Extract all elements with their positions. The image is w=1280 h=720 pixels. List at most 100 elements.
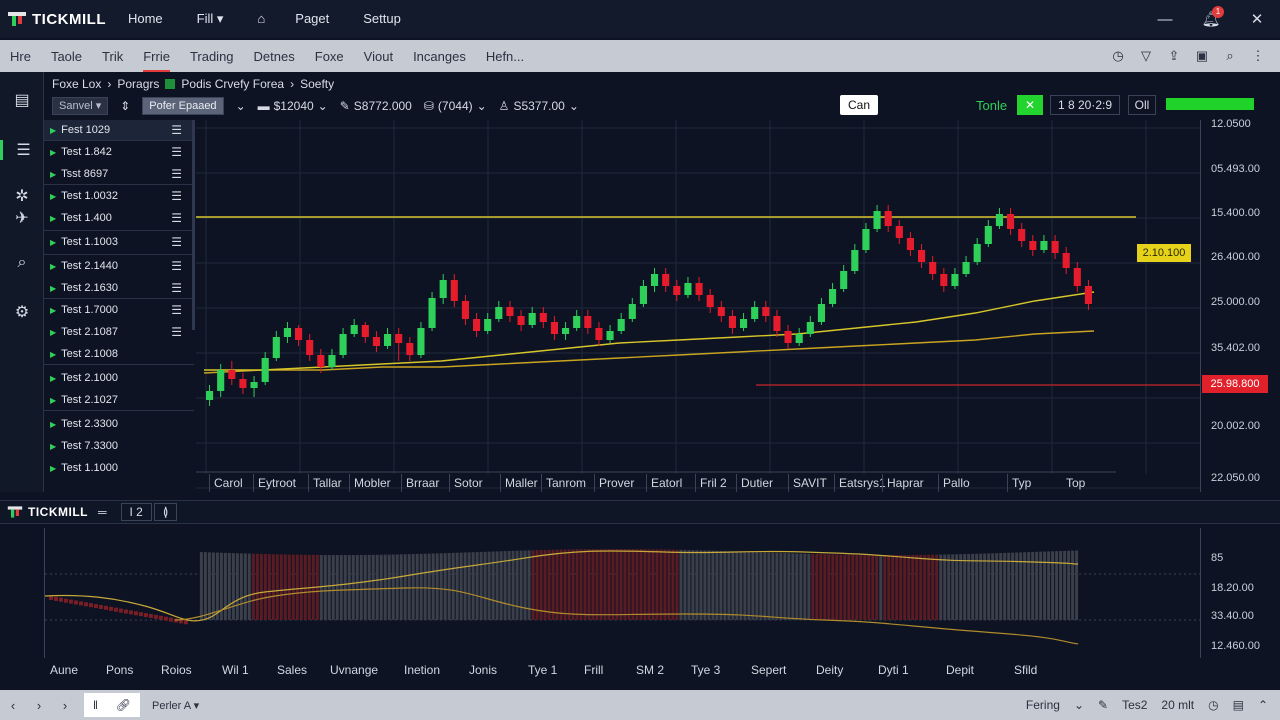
sort-icon[interactable]: ⇕ (120, 99, 131, 113)
drag-handle-icon[interactable]: ☰ (171, 235, 182, 249)
doc-icon[interactable]: ▤ (1232, 698, 1244, 712)
expand-icon[interactable]: ▶ (50, 373, 57, 383)
tone-sub-button[interactable]: Oll (1128, 95, 1156, 115)
drag-handle-icon[interactable]: ☰ (171, 167, 182, 181)
tool-toggle[interactable]: ‖ 🔗︎ (84, 693, 140, 717)
filter-icon[interactable]: ▽ (1141, 48, 1151, 63)
watchlist-item[interactable]: ▶ Test 1.400 ☰ (44, 208, 194, 228)
chevron-down-icon[interactable]: ⌄ (317, 99, 328, 113)
watchlist-item[interactable]: ▶ Test 2.1087 ☰ (44, 322, 194, 342)
minimize-icon[interactable]: — (1157, 10, 1173, 28)
link-icon[interactable]: 🔗︎ (115, 698, 132, 712)
watchlist-item[interactable]: ▶ Test 1.1000 (44, 458, 194, 478)
menu-viout[interactable]: Viout (363, 48, 394, 64)
nav-paget[interactable]: Paget (295, 11, 330, 26)
menu-trik[interactable]: Trik (102, 48, 124, 64)
more-icon[interactable]: ⋮ (1251, 48, 1265, 63)
watchlist-item[interactable]: ▶ Test 2.1440 ☰ (44, 256, 194, 276)
back-icon[interactable]: ‹ (10, 697, 16, 713)
gear-icon[interactable]: ⚙ (14, 304, 30, 321)
watchlist-item[interactable]: ▶ Test 2.3300 (44, 414, 194, 434)
drag-handle-icon[interactable]: ☰ (171, 281, 182, 295)
upload-icon[interactable]: ⇪ (1168, 48, 1180, 63)
menu-foxe[interactable]: Foxe (314, 48, 344, 64)
menu-detnes[interactable]: Detnes (253, 48, 295, 64)
select-pofer[interactable]: Pofer Epaaed (142, 97, 224, 115)
expand-icon[interactable]: ▶ (50, 327, 57, 337)
watchlist-item[interactable]: ▶ Test 1.1003 ☰ (44, 232, 194, 252)
menu-incanges[interactable]: Incanges (413, 48, 466, 64)
menu-trading[interactable]: Trading (189, 48, 234, 64)
expand-icon[interactable]: ▶ (50, 463, 57, 473)
nav-fill[interactable]: Fill ▾ (196, 11, 224, 26)
menu-help[interactable]: Hefn... (485, 48, 525, 64)
drag-handle-icon[interactable]: ☰ (171, 259, 182, 273)
status-fering[interactable]: Fering (1025, 698, 1060, 712)
drag-handle-icon[interactable]: ☰ (171, 211, 182, 225)
nav-settup[interactable]: Settup (363, 11, 401, 26)
breadcrumb-item[interactable]: Soefty (300, 77, 335, 91)
settings-icon[interactable]: ✲ (15, 188, 29, 205)
pen-icon[interactable]: ✎ (1098, 698, 1109, 712)
watchlist-item[interactable]: ▶ Test 2.1027 (44, 390, 194, 410)
forward-icon[interactable]: › (36, 697, 42, 713)
pause-icon[interactable]: ‖ (92, 698, 98, 712)
expand-icon[interactable]: ▶ (50, 191, 57, 201)
expand-icon[interactable]: ▶ (50, 441, 57, 451)
status-interval[interactable]: 20 mlt (1161, 698, 1195, 712)
nav-home[interactable]: Home (127, 11, 163, 26)
drag-handle-icon[interactable]: ☰ (171, 123, 182, 137)
indicator-select[interactable]: I 2 (120, 503, 152, 521)
expand-icon[interactable]: ▶ (50, 147, 57, 157)
expand-icon[interactable]: ▶ (50, 125, 57, 135)
menu-taole[interactable]: Taole (50, 48, 83, 64)
watchlist-item[interactable]: ▶ Test 2.1630 ☰ (44, 278, 194, 298)
history-icon[interactable]: ◷ (1112, 48, 1124, 63)
profile-select[interactable]: Perler A ▾ (152, 699, 200, 712)
chevron-down-icon[interactable]: ⌄ (568, 99, 579, 113)
watchlist-item[interactable]: ▶ Fest 1029 ☰ (44, 120, 194, 140)
menu-hre[interactable]: Hre (10, 48, 31, 64)
expand-icon[interactable]: ▶ (50, 419, 57, 429)
chevron-down-icon[interactable]: ⌄ (235, 99, 246, 113)
drag-handle-icon[interactable]: ☰ (171, 145, 182, 159)
clock-icon[interactable]: ◷ (1208, 698, 1219, 712)
tone-value[interactable]: 1 8 20·2:9 (1050, 95, 1120, 115)
menu-frrie[interactable]: Frrie (143, 48, 170, 72)
next-icon[interactable]: › (62, 697, 68, 713)
watchlist-item[interactable]: ▶ Test 2.1008 (44, 344, 194, 364)
chevron-up-icon[interactable]: ⌃ (1257, 698, 1268, 712)
close-icon[interactable]: ✕ (1250, 11, 1264, 28)
chevron-down-icon[interactable]: ⌄ (1073, 698, 1084, 712)
expand-icon[interactable]: ▶ (50, 213, 57, 223)
brand-logo[interactable]: TICKMILL (8, 11, 106, 28)
watchlist-item[interactable]: ▶ Test 7.3300 (44, 436, 194, 456)
expand-icon[interactable]: ▶ (50, 305, 57, 315)
watchlist-item[interactable]: ▶ Tsst 8697 ☰ (44, 164, 194, 184)
indicator-settings[interactable]: ≬ (153, 503, 178, 521)
expand-icon[interactable]: ▶ (50, 169, 57, 179)
watchlist-item[interactable]: ▶ Test 2.1000 (44, 368, 194, 388)
screen-icon[interactable]: ▣ (1195, 48, 1209, 63)
price-chart[interactable] (196, 120, 1200, 492)
drag-handle-icon[interactable]: ☰ (171, 303, 182, 317)
expand-icon[interactable]: ▶ (50, 283, 57, 293)
indicator-chart[interactable] (44, 528, 1200, 658)
select-sanvel[interactable]: Sanvel ▾ (52, 97, 109, 115)
tone-toggle-button[interactable]: ✕ (1017, 95, 1043, 115)
bank-icon[interactable]: ⌂ (257, 11, 266, 26)
bell-icon[interactable]: 🔔︎ 1 (1188, 6, 1234, 28)
drag-handle-icon[interactable]: ☰ (171, 325, 182, 339)
search-icon[interactable]: ⌕ (1226, 48, 1234, 63)
expand-icon[interactable]: ▶ (50, 237, 57, 247)
expand-icon[interactable]: ▶ (50, 395, 57, 405)
can-button[interactable]: Can (840, 95, 878, 115)
drag-handle-icon[interactable]: ☰ (171, 189, 182, 203)
chevron-down-icon[interactable]: ⌄ (476, 99, 487, 113)
list-icon[interactable]: ☰ (0, 140, 44, 160)
watchlist-item[interactable]: ▶ Test 1.7000 ☰ (44, 300, 194, 320)
watchlist-item[interactable]: ▶ Test 1.842 ☰ (44, 142, 194, 162)
rocket-icon[interactable]: ✈ (15, 210, 29, 227)
document-icon[interactable]: ▤ (14, 92, 30, 109)
expand-icon[interactable]: ▶ (50, 349, 57, 359)
